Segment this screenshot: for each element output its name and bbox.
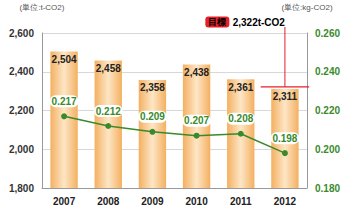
svg-text:2,458: 2,458 <box>96 63 121 74</box>
svg-text:2,311: 2,311 <box>273 91 298 102</box>
svg-text:2,000: 2,000 <box>9 144 34 155</box>
svg-text:2,358: 2,358 <box>140 82 165 93</box>
svg-text:2,361: 2,361 <box>228 82 253 93</box>
svg-text:2009: 2009 <box>141 196 164 207</box>
svg-text:0.208: 0.208 <box>228 113 253 124</box>
svg-text:0.217: 0.217 <box>52 96 77 107</box>
svg-text:2007: 2007 <box>53 196 76 207</box>
svg-text:0.180: 0.180 <box>315 183 340 194</box>
svg-text:0.207: 0.207 <box>184 115 209 126</box>
svg-text:(単位:kg-CO2): (単位:kg-CO2) <box>281 3 332 12</box>
svg-text:目標: 目標 <box>208 17 226 27</box>
svg-text:0.240: 0.240 <box>315 66 340 77</box>
svg-text:1,800: 1,800 <box>9 183 34 194</box>
svg-text:2,400: 2,400 <box>9 66 34 77</box>
svg-text:(単位:t-CO2): (単位:t-CO2) <box>20 3 65 12</box>
svg-text:2,438: 2,438 <box>184 67 209 78</box>
svg-text:2012: 2012 <box>274 196 297 207</box>
svg-text:0.209: 0.209 <box>140 111 165 122</box>
svg-text:0.212: 0.212 <box>96 106 121 117</box>
svg-text:2008: 2008 <box>97 196 120 207</box>
svg-text:0.220: 0.220 <box>315 105 340 116</box>
svg-text:2,600: 2,600 <box>9 28 34 39</box>
svg-text:2,322t-CO2: 2,322t-CO2 <box>233 17 286 28</box>
svg-text:0.200: 0.200 <box>315 144 340 155</box>
svg-text:2,200: 2,200 <box>9 105 34 116</box>
svg-text:2011: 2011 <box>230 196 252 207</box>
svg-text:2010: 2010 <box>185 196 208 207</box>
svg-text:0.260: 0.260 <box>315 28 340 39</box>
svg-text:0.198: 0.198 <box>272 133 297 144</box>
svg-text:2,504: 2,504 <box>52 54 77 65</box>
